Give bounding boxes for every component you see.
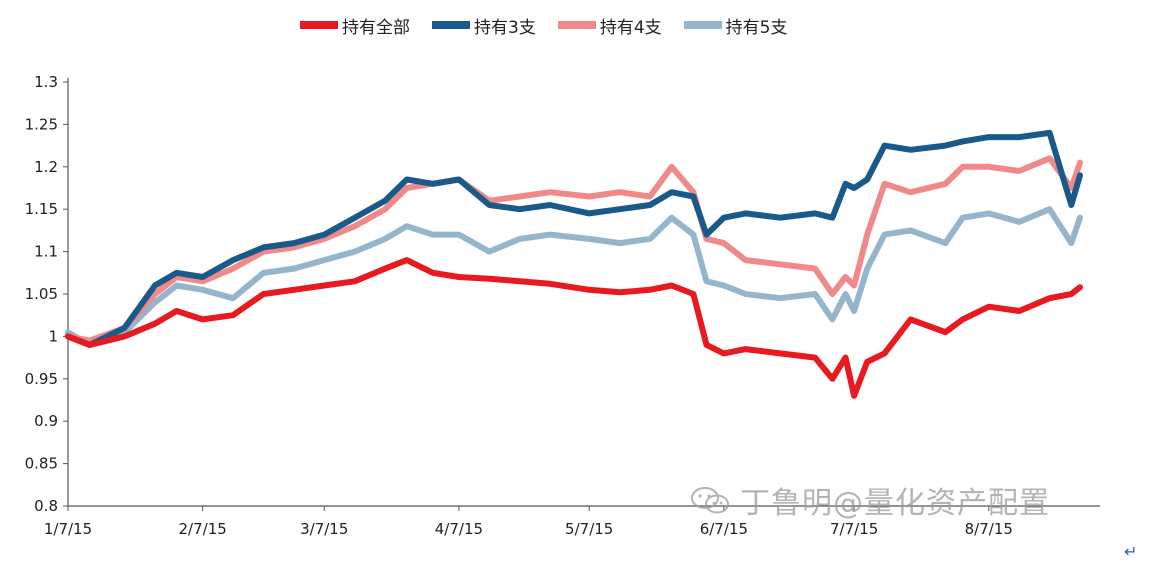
legend-item-5: 持有5支 <box>683 13 788 38</box>
x-tick-label: 8/7/15 <box>965 520 1013 538</box>
x-tick-label: 4/7/15 <box>435 520 483 538</box>
y-tick-label: 1.25 <box>25 115 58 133</box>
y-tick-label: 0.85 <box>25 455 58 473</box>
y-tick-label: 1.05 <box>25 285 58 303</box>
legend-label-4: 持有4支 <box>599 17 662 38</box>
x-tick-label: 1/7/15 <box>44 520 92 538</box>
series-line-3 <box>65 129 1083 348</box>
legend-swatch-all <box>300 21 338 29</box>
legend-item-3: 持有3支 <box>432 13 536 38</box>
y-tick-label: 0.95 <box>25 370 58 388</box>
x-tick-label: 7/7/15 <box>830 520 878 538</box>
series-line-4 <box>65 155 1083 344</box>
watermark-text: 丁鲁明@量化资产配置 <box>740 486 1050 521</box>
y-tick-label: 1 <box>48 327 58 345</box>
y-tick-label: 0.9 <box>34 412 58 430</box>
wechat-icon <box>691 487 729 514</box>
legend-label-5: 持有5支 <box>725 17 788 38</box>
watermark: 丁鲁明@量化资产配置 <box>690 478 1050 522</box>
y-tick-label: 1.2 <box>34 158 58 176</box>
series-line-all <box>65 257 1083 399</box>
legend-item-4: 持有4支 <box>557 13 662 38</box>
legend-swatch-5 <box>683 21 722 29</box>
chart-legend: 持有全部 持有3支 持有4支 持有5支 <box>300 10 787 40</box>
series-line-5 <box>65 206 1083 348</box>
x-tick-label: 5/7/15 <box>565 520 613 538</box>
legend-swatch-4 <box>557 21 596 29</box>
x-tick-label: 3/7/15 <box>300 520 348 538</box>
y-tick-label: 1.15 <box>25 200 58 218</box>
y-tick-label: 1.1 <box>34 243 58 261</box>
y-tick-label: 1.3 <box>34 73 58 91</box>
legend-swatch-3 <box>432 21 470 29</box>
legend-label-all: 持有全部 <box>342 17 410 38</box>
legend-item-all: 持有全部 <box>300 13 410 38</box>
return-mark: ↵ <box>1124 542 1138 561</box>
x-tick-label: 6/7/15 <box>700 520 748 538</box>
x-tick-label: 2/7/15 <box>179 520 227 538</box>
legend-label-3: 持有3支 <box>474 17 536 38</box>
y-tick-label: 0.8 <box>34 497 58 515</box>
